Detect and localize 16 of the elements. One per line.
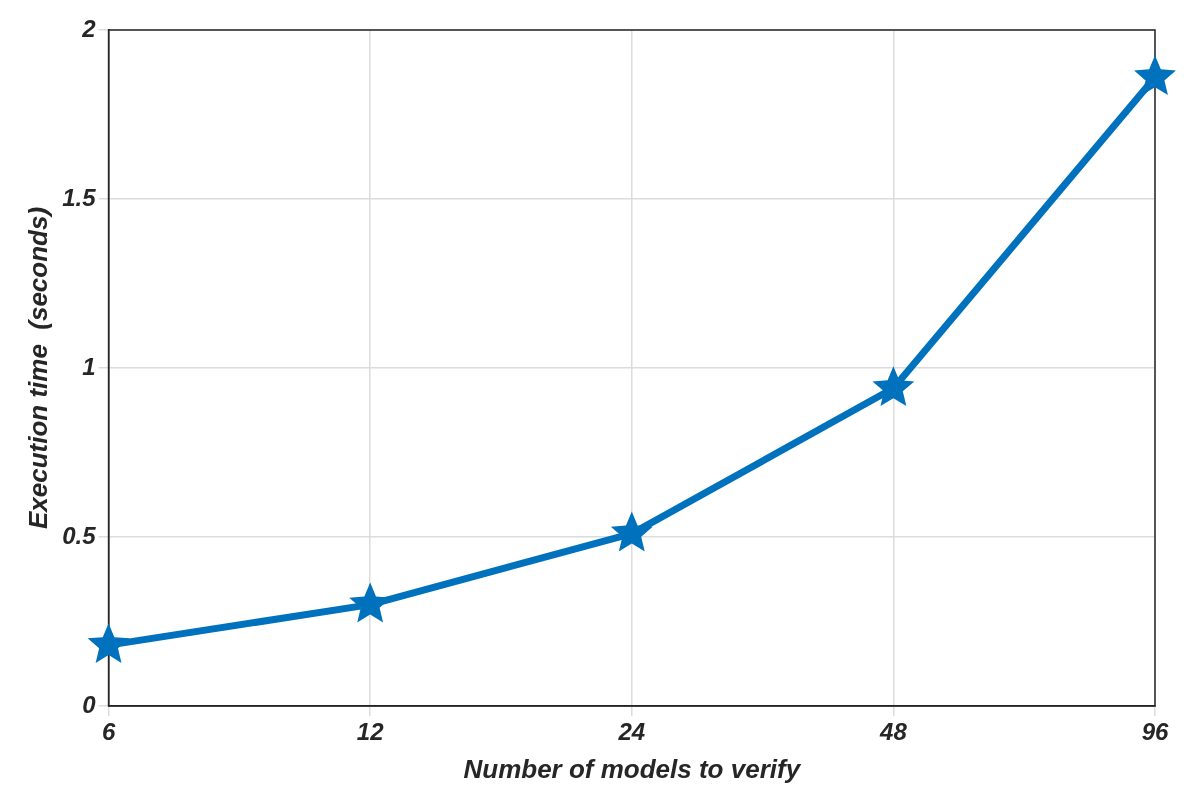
x-tick-label: 6 bbox=[101, 718, 116, 746]
point bbox=[87, 623, 130, 663]
x-tick-label: 24 bbox=[617, 718, 646, 746]
point bbox=[1134, 55, 1176, 96]
y-tick-label: 1 bbox=[82, 352, 96, 380]
point bbox=[610, 511, 653, 552]
y-tick-label: 1.5 bbox=[62, 183, 97, 211]
x-tick-label: 48 bbox=[879, 718, 908, 746]
y-tick-label: 2 bbox=[81, 14, 97, 42]
x-tick-label: 96 bbox=[1141, 718, 1169, 746]
x-axis-title: Number of models to verify bbox=[463, 753, 802, 784]
x-tick-label: 12 bbox=[356, 718, 385, 746]
y-tick-label: 0 bbox=[82, 690, 97, 718]
point bbox=[872, 366, 915, 407]
y-axis-title: Execution time (seconds) bbox=[22, 206, 53, 530]
y-tick-label: 0.5 bbox=[62, 521, 97, 549]
